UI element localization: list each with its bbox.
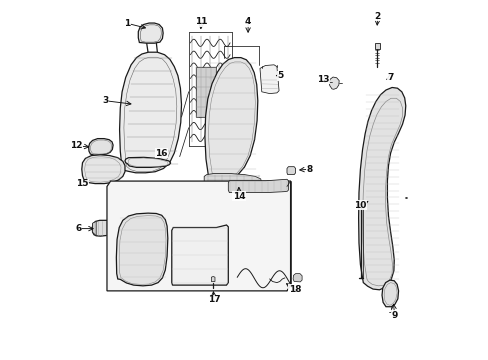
- Text: 18: 18: [288, 285, 301, 294]
- Polygon shape: [204, 58, 257, 179]
- Text: 12: 12: [70, 141, 82, 150]
- Text: 13: 13: [316, 75, 328, 84]
- Text: 1: 1: [124, 19, 130, 28]
- Polygon shape: [286, 167, 295, 175]
- Text: 17: 17: [207, 295, 220, 304]
- Polygon shape: [204, 174, 261, 194]
- Polygon shape: [138, 23, 163, 43]
- Text: 8: 8: [305, 165, 312, 174]
- Polygon shape: [328, 77, 339, 89]
- Polygon shape: [292, 274, 302, 282]
- Polygon shape: [92, 220, 114, 236]
- Text: 7: 7: [386, 73, 393, 82]
- Text: 10: 10: [353, 201, 366, 210]
- Polygon shape: [171, 225, 228, 285]
- Text: 9: 9: [390, 310, 397, 320]
- Polygon shape: [381, 280, 398, 307]
- Text: 14: 14: [232, 192, 245, 201]
- Polygon shape: [92, 221, 96, 236]
- Polygon shape: [211, 276, 215, 282]
- Text: 3: 3: [102, 96, 109, 105]
- Polygon shape: [120, 52, 181, 173]
- Text: 5: 5: [277, 71, 283, 80]
- Text: 15: 15: [76, 179, 88, 188]
- Polygon shape: [228, 179, 288, 193]
- Polygon shape: [81, 155, 125, 184]
- Text: 16: 16: [155, 149, 167, 158]
- Text: 6: 6: [75, 224, 81, 233]
- Text: 2: 2: [374, 12, 380, 21]
- Text: 4: 4: [244, 17, 251, 26]
- Polygon shape: [107, 181, 290, 291]
- Polygon shape: [358, 87, 405, 290]
- Polygon shape: [116, 213, 167, 286]
- Polygon shape: [374, 43, 379, 49]
- Polygon shape: [196, 67, 215, 117]
- Text: 11: 11: [195, 17, 207, 26]
- Polygon shape: [260, 65, 279, 94]
- Polygon shape: [125, 157, 170, 167]
- Polygon shape: [88, 139, 113, 155]
